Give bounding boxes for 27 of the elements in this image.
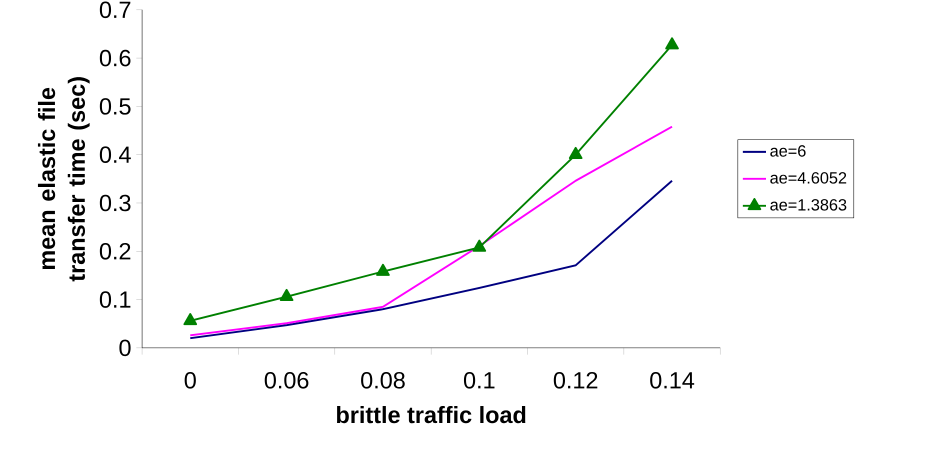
y-tick-label: 0.6 (100, 50, 130, 67)
point (665, 38, 679, 50)
x-tick-label: 0.1 (464, 372, 494, 389)
line-series (189, 180, 673, 340)
y-axis-title: mean elastic file transfer time (sec) (38, 77, 90, 282)
point (280, 289, 294, 302)
y-tick-label: 0.2 (100, 243, 130, 260)
y-tick-label: 0.1 (100, 291, 130, 308)
legend-label: ae=6 (770, 145, 806, 157)
x-tick-label: 0.12 (554, 372, 598, 389)
point (568, 147, 583, 160)
x-tick-label: 0.06 (264, 372, 308, 389)
y-tick-label: 0 (119, 340, 131, 356)
y-tick-label: 0.4 (100, 146, 131, 164)
y-tick-label: 0.7 (100, 2, 130, 18)
y-tick-label: 0.3 (100, 194, 130, 212)
x-tick-label: 0.08 (361, 372, 405, 389)
point (472, 240, 486, 252)
point (183, 313, 198, 326)
y-tick-label: 0.5 (100, 98, 131, 115)
x-axis-title: brittle traffic load (337, 406, 526, 424)
point (376, 264, 390, 276)
legend-label: ae=1.3863 (770, 199, 846, 211)
legend-label: ae=4.6052 (770, 172, 846, 184)
x-tick-label: 0.14 (650, 372, 694, 389)
line-series (189, 126, 673, 336)
x-tick-label: 0 (184, 372, 196, 389)
